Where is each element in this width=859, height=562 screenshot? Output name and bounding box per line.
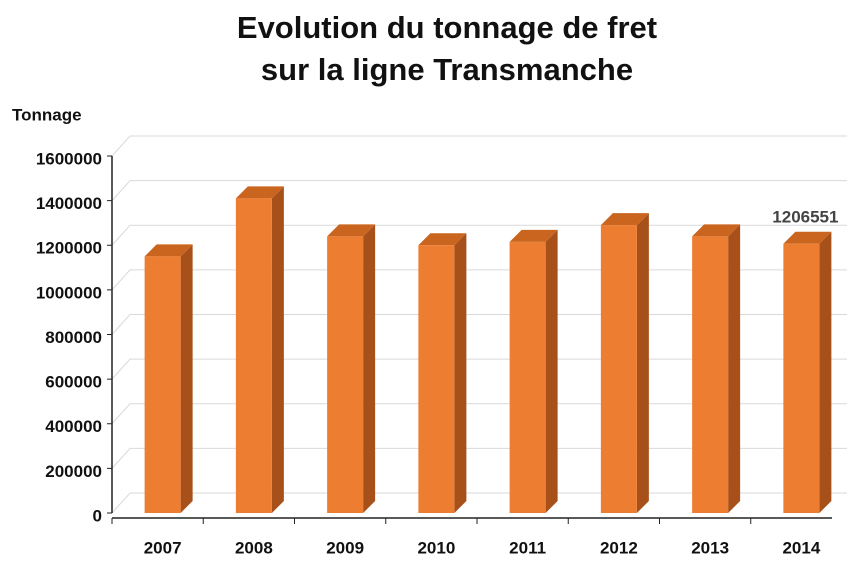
bar-face: [509, 241, 546, 513]
bar-face: [144, 244, 193, 257]
bar-face: [271, 186, 284, 514]
x-tick-label: 2013: [691, 538, 729, 557]
x-tick-label: 2007: [144, 538, 182, 557]
bar-face: [636, 213, 649, 513]
y-tick-label: 1200000: [36, 239, 102, 258]
chart-title: Evolution du tonnage de fret: [237, 10, 657, 45]
bar-face: [783, 231, 832, 244]
bar: [692, 224, 741, 513]
bar-face: [692, 236, 729, 513]
bar-face: [418, 233, 467, 246]
bar-face: [600, 213, 649, 226]
bar-face: [327, 236, 364, 513]
bar-face: [783, 243, 820, 513]
bar-face: [418, 245, 455, 513]
bar: [783, 231, 832, 513]
y-tick-label: 1000000: [36, 283, 102, 302]
grid-line: [111, 180, 847, 201]
bar: [235, 186, 284, 514]
x-tick-label: 2010: [417, 538, 455, 557]
bar: [600, 213, 649, 513]
x-tick-label: 2014: [782, 538, 820, 557]
bar-face: [819, 231, 832, 513]
y-tick-label: 600000: [45, 373, 102, 392]
bar-face: [144, 256, 181, 513]
bar-face: [545, 229, 558, 513]
bar-face: [509, 229, 558, 242]
y-tick-label: 0: [93, 506, 102, 525]
bar-face: [327, 224, 376, 237]
bar-face: [454, 233, 467, 513]
bar: [418, 233, 467, 513]
bar: [327, 224, 376, 513]
x-tick-label: 2008: [235, 538, 273, 557]
chart-title: sur la ligne Transmanche: [261, 52, 633, 87]
x-tick-label: 2011: [509, 538, 546, 557]
bar-face: [692, 224, 741, 237]
bar: [509, 229, 558, 513]
y-tick-label: 200000: [45, 462, 102, 481]
x-tick-label: 2012: [600, 538, 638, 557]
bar-face: [235, 186, 284, 199]
y-tick-label: 400000: [45, 417, 102, 436]
bar-face: [363, 224, 376, 513]
y-axis-label: Tonnage: [12, 105, 82, 124]
y-tick-label: 1400000: [36, 194, 102, 213]
bar-face: [600, 225, 637, 513]
data-label: 1206551: [772, 207, 838, 226]
bar: [144, 244, 193, 513]
bar-face: [235, 198, 272, 514]
bar-face: [728, 224, 741, 513]
y-tick-label: 800000: [45, 328, 102, 347]
bar-face: [180, 244, 193, 513]
grid-line: [111, 135, 847, 157]
x-tick-label: 2009: [326, 538, 364, 557]
y-tick-label: 1600000: [36, 149, 102, 168]
